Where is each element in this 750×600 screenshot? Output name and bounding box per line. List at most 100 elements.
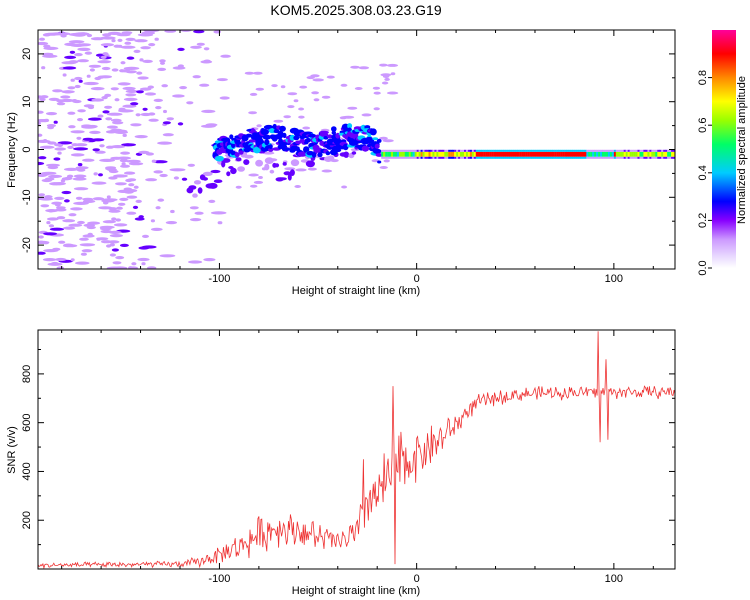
colorbar-tick-label: 0.2 <box>697 213 709 228</box>
spectrogram-x-axis-label: Height of straight line (km) <box>292 285 420 297</box>
spectrogram-marks <box>38 30 675 269</box>
spectrogram-band-cell <box>234 152 240 158</box>
spectrogram-noise-cell <box>152 160 168 164</box>
spectrogram-band-edge <box>515 149 518 152</box>
spectrogram-band-cell <box>617 151 620 157</box>
spectrogram-band-cell <box>556 151 559 157</box>
spectrogram-band-cell <box>611 151 615 157</box>
spectrogram-band-edge <box>568 156 571 159</box>
spectrogram-band-cell <box>469 151 473 157</box>
spectrogram-band-cell <box>428 151 431 157</box>
spectrogram-band-cell <box>400 151 404 157</box>
figure-title: KOM5.2025.308.03.23.G19 <box>270 2 441 18</box>
spectrogram-noise-cell <box>83 81 99 86</box>
spectrogram-band-edge <box>552 156 555 159</box>
spectrogram-band-cell <box>446 151 449 157</box>
spectrogram-noise-cell <box>121 162 126 166</box>
spectrogram-band-cell <box>243 159 250 166</box>
spectrogram-noise-cell <box>155 206 161 210</box>
spectrogram-band-cell <box>406 151 409 157</box>
spectrogram-band-cell <box>645 151 648 157</box>
spectrogram-noise-cell <box>244 71 255 75</box>
spectrogram-noise-cell <box>142 234 149 238</box>
spectrogram-band-cell <box>361 145 370 152</box>
spectrogram-noise-cell <box>144 92 157 96</box>
spectrogram-noise-cell <box>50 261 59 266</box>
spectrogram-band-edge <box>466 156 469 159</box>
spectrogram-noise-cell <box>81 249 93 253</box>
spectrogram-band-cell <box>347 123 353 129</box>
spectrogram-band-edge <box>519 156 522 159</box>
spectrogram-noise-cell <box>70 207 83 211</box>
spectrogram-band-cell <box>578 151 581 157</box>
spectrogram-band-cell <box>598 151 601 157</box>
spectrogram-noise-cell <box>203 47 210 51</box>
spectrogram-band-edge <box>584 149 587 152</box>
spectrogram-noise-cell <box>57 143 63 147</box>
spectrogram-noise-cell <box>145 152 154 156</box>
spectrogram-noise-cell <box>386 91 399 95</box>
spectrogram-noise-cell <box>361 113 372 117</box>
spectrogram-band-edge <box>475 156 478 159</box>
spectrogram-noise-cell <box>71 143 79 147</box>
spectrogram-band-cell <box>464 151 467 157</box>
spectrogram-band-edge <box>393 156 396 159</box>
spectrogram-band-cell <box>325 151 331 156</box>
spectrogram-band-edge <box>582 149 585 152</box>
spectrogram-noise-cell <box>38 193 45 197</box>
spectrogram-band-edge <box>629 156 632 159</box>
spectrogram-noise-cell <box>47 165 59 170</box>
spectrogram-band-edge <box>414 156 417 159</box>
spectrogram-noise-cell <box>48 97 60 101</box>
spectrogram-band-edge <box>420 156 423 159</box>
spectrogram-noise-cell <box>55 257 67 262</box>
spectrogram-noise-cell <box>106 112 123 116</box>
spectrogram-noise-cell <box>140 46 151 50</box>
x-tick-label: 0 <box>414 273 420 285</box>
spectrogram-band-edge <box>479 156 482 159</box>
colorbar-gradient <box>712 30 736 268</box>
spectrogram-noise-cell <box>109 253 116 257</box>
spectrogram-band-edge <box>542 149 546 152</box>
spectrogram-noise-cell <box>77 59 89 63</box>
spectrogram-band-edge <box>576 149 579 152</box>
spectrogram-band-cell <box>436 151 439 157</box>
spectrogram-band-cell <box>229 134 234 140</box>
spectrogram-band-cell <box>550 151 553 157</box>
spectrogram-noise-cell <box>162 133 174 137</box>
spectrogram-band-edge <box>398 149 402 152</box>
spectrogram-band-cell <box>637 151 640 157</box>
spectrogram-band-cell <box>517 151 520 157</box>
spectrogram-noise-cell <box>57 151 62 155</box>
spectrogram-noise-cell <box>386 63 399 67</box>
spectrogram-noise-cell <box>68 32 85 37</box>
spectrogram-noise-cell <box>83 223 96 227</box>
spectrogram-band-cell <box>385 151 388 157</box>
spectrogram-band-edge <box>556 156 559 159</box>
spectrogram-band-cell <box>657 151 660 157</box>
spectrogram-noise-cell <box>166 117 174 121</box>
spectrogram-noise-cell <box>96 237 109 241</box>
spectrogram-band-cell <box>621 151 624 157</box>
spectrogram-band-cell <box>414 151 417 157</box>
spectrogram-noise-cell <box>101 66 111 71</box>
spectrogram-band-cell <box>193 180 202 185</box>
spectrogram-band-cell <box>558 151 561 157</box>
spectrogram-band-edge <box>462 156 465 159</box>
spectrogram-band-edge <box>558 149 561 152</box>
spectrogram-noise-cell <box>108 209 121 213</box>
spectrogram-band-cell <box>188 185 197 190</box>
colorbar-tick-label: 0.4 <box>697 165 709 180</box>
spectrogram-band-edge <box>467 156 471 159</box>
spectrogram-noise-cell <box>161 84 168 88</box>
spectrogram-noise-cell <box>123 66 140 70</box>
spectrogram-noise-cell <box>193 30 205 34</box>
spectrogram-noise-cell <box>70 78 75 82</box>
spectrogram-noise-cell <box>99 144 105 148</box>
spectrogram-noise-cell <box>313 98 320 102</box>
spectrogram-band-edge <box>527 156 530 159</box>
spectrogram-noise-cell <box>172 66 186 70</box>
spectrogram-noise-cell <box>102 220 116 224</box>
spectrogram-band-cell <box>497 151 500 157</box>
spectrogram-noise-cell <box>64 55 77 60</box>
